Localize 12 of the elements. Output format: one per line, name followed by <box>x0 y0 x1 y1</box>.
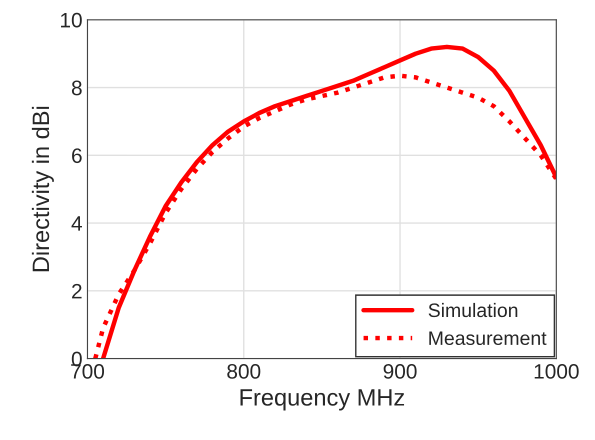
x-tick-label: 800 <box>227 364 260 379</box>
y-tick-label: 6 <box>72 148 82 164</box>
y-tick-label: 4 <box>71 216 82 231</box>
y-axis-title: Directivity in dBi <box>32 106 54 272</box>
x-axis-title: Frequency MHz <box>240 389 404 410</box>
legend-label: Simulation <box>428 302 518 318</box>
y-tick-label: 8 <box>72 80 82 96</box>
y-tick-label: 10 <box>61 12 82 28</box>
y-tick-label: 2 <box>72 284 82 298</box>
x-tick-label: 900 <box>384 364 417 379</box>
x-tick-label: 1000 <box>534 364 579 379</box>
legend-label: Measurement <box>429 331 546 346</box>
